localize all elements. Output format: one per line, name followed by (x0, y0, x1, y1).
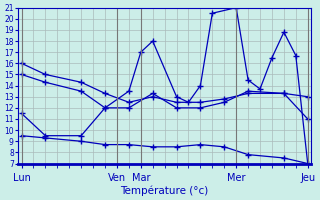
X-axis label: Température (°c): Température (°c) (121, 185, 209, 196)
